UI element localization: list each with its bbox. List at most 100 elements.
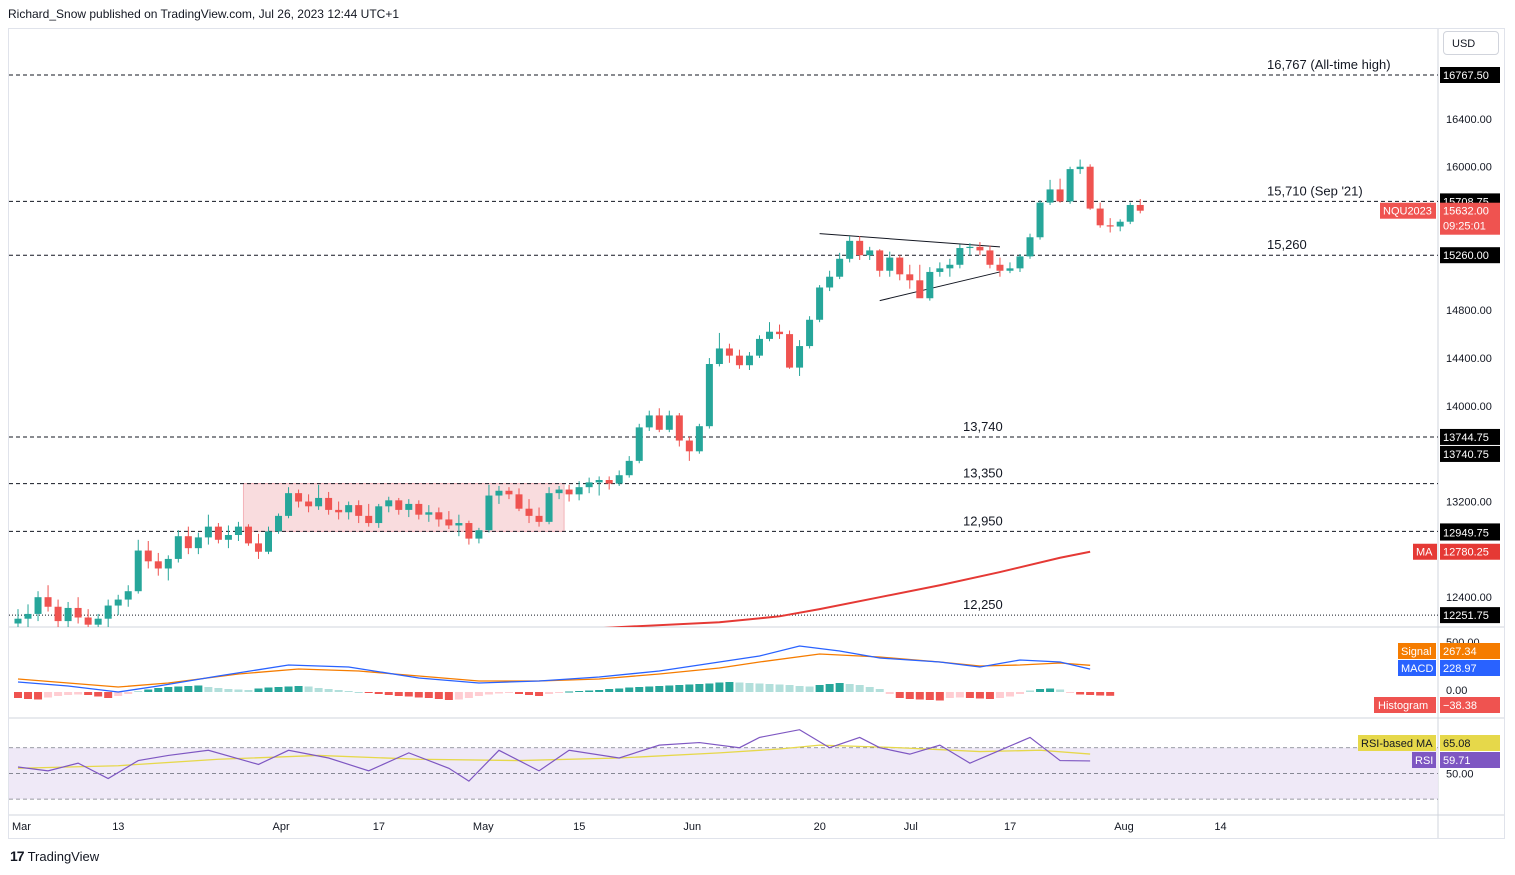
candle-body xyxy=(595,480,603,483)
extra-tag-0-bg xyxy=(1440,445,1500,462)
macd-histogram-bar xyxy=(484,692,493,695)
macd-histogram-bar xyxy=(735,682,744,692)
candle-body xyxy=(936,268,944,272)
level-label-4: 13,350 xyxy=(963,466,1003,481)
candle-body xyxy=(946,264,954,269)
macd-histogram-bar xyxy=(545,692,554,694)
macd-histogram-bar xyxy=(515,692,523,694)
candle-body xyxy=(585,482,593,488)
macd-histogram-bar xyxy=(935,692,944,701)
candle-body xyxy=(295,493,303,502)
level-tag-6: 12251.75 xyxy=(1443,610,1489,622)
candle-body xyxy=(455,523,463,526)
macd-histogram-bar xyxy=(1016,692,1024,694)
level-tag-2-bg xyxy=(1440,247,1500,264)
candle-body xyxy=(1076,166,1084,170)
candle-body xyxy=(655,415,663,430)
candle-body xyxy=(956,248,964,265)
candle-body xyxy=(826,276,834,288)
candle-body xyxy=(806,319,814,347)
price-tick-0: 16400.00 xyxy=(1446,114,1492,126)
symbol-tag: NQU2023 xyxy=(1383,206,1432,218)
candle-body xyxy=(84,617,92,625)
last-price-tag-bg xyxy=(1440,202,1500,235)
macd-histogram-bar xyxy=(424,692,433,698)
candle-body xyxy=(14,618,22,624)
candle-body xyxy=(735,355,743,366)
candle-body xyxy=(695,426,703,452)
candle-body xyxy=(745,355,753,366)
macd-histogram-bar xyxy=(384,692,393,695)
macd-histogram-bar xyxy=(334,690,343,692)
candle-body xyxy=(495,490,503,496)
macd-histogram-bar xyxy=(354,692,363,693)
price-tick-4: 14000.00 xyxy=(1446,401,1492,413)
level-label-3: 13,740 xyxy=(963,419,1003,434)
candle-body xyxy=(265,531,272,552)
macd-histogram-bar xyxy=(585,690,594,692)
histogram-legend-label: Histogram xyxy=(1378,700,1428,712)
macd-histogram-bar xyxy=(965,692,974,698)
rsi-ma-value-tag: 65.08 xyxy=(1443,738,1471,750)
macd-histogram-bar xyxy=(645,686,654,692)
currency-button[interactable]: USD xyxy=(1443,31,1499,55)
candle-body xyxy=(465,523,473,539)
candle-body xyxy=(996,264,1004,271)
rsi-tick: 50.00 xyxy=(1446,768,1474,780)
candle-body xyxy=(54,606,62,622)
candle-body xyxy=(755,338,763,356)
candle-body xyxy=(1016,256,1024,269)
tradingview-footer[interactable]: 17 TradingView xyxy=(10,848,99,864)
price-series-group xyxy=(14,159,1144,627)
candle-body xyxy=(866,250,874,256)
macd-histogram-bar xyxy=(1066,692,1075,693)
time-tick-7: 20 xyxy=(814,821,826,833)
macd-histogram-bar xyxy=(535,692,544,696)
macd-histogram-bar xyxy=(615,688,624,692)
macd-histogram-bar xyxy=(1076,692,1085,695)
level-label-5: 12,950 xyxy=(963,513,1003,528)
macd-histogram-bar xyxy=(184,686,193,692)
macd-histogram-bar xyxy=(374,692,383,694)
publish-attribution: Richard_Snow published on TradingView.co… xyxy=(8,7,400,21)
macd-histogram-bar xyxy=(825,684,834,692)
candle-body xyxy=(625,460,633,476)
triangle-lower-line xyxy=(879,271,1001,302)
rsi-value-tag-bg xyxy=(1440,752,1500,768)
macd-histogram-bar xyxy=(835,683,844,692)
macd-histogram-bar xyxy=(174,686,183,692)
macd-histogram-bar xyxy=(795,686,804,692)
brand-label: TradingView xyxy=(27,848,100,864)
signal-value-tag-bg xyxy=(1440,643,1500,659)
macd-histogram-bar xyxy=(244,690,253,692)
macd-histogram-bar xyxy=(865,687,874,692)
candle-body xyxy=(615,475,623,484)
candle-body xyxy=(315,497,323,507)
candle-body xyxy=(214,526,222,540)
candle-body xyxy=(485,495,493,531)
extra-tag-1: 12949.75 xyxy=(1443,528,1489,540)
macd-histogram-bar xyxy=(805,686,814,692)
level-tag-3-bg xyxy=(1440,428,1500,445)
time-tick-11: 14 xyxy=(1214,821,1226,833)
macd-histogram-bar xyxy=(1036,689,1045,692)
macd-histogram-bar xyxy=(204,687,213,692)
macd-histogram-bar xyxy=(304,686,313,692)
macd-histogram-bar xyxy=(294,686,303,692)
candle-body xyxy=(1096,208,1104,226)
histogram-value-tag: −38.38 xyxy=(1443,700,1477,712)
candle-body xyxy=(906,274,914,281)
macd-histogram-bar xyxy=(114,692,123,696)
macd-histogram-bar xyxy=(605,689,614,692)
macd-histogram-bar xyxy=(224,689,233,692)
candle-body xyxy=(345,505,353,513)
candle-body xyxy=(144,550,152,562)
macd-histogram-bar xyxy=(104,692,113,698)
price-tick-6: 12400.00 xyxy=(1446,592,1492,604)
candle-body xyxy=(325,497,333,510)
candle-body xyxy=(44,597,52,607)
level-tag-2: 15260.00 xyxy=(1443,250,1489,262)
macd-histogram-bar xyxy=(675,685,684,692)
candle-body xyxy=(876,250,884,271)
